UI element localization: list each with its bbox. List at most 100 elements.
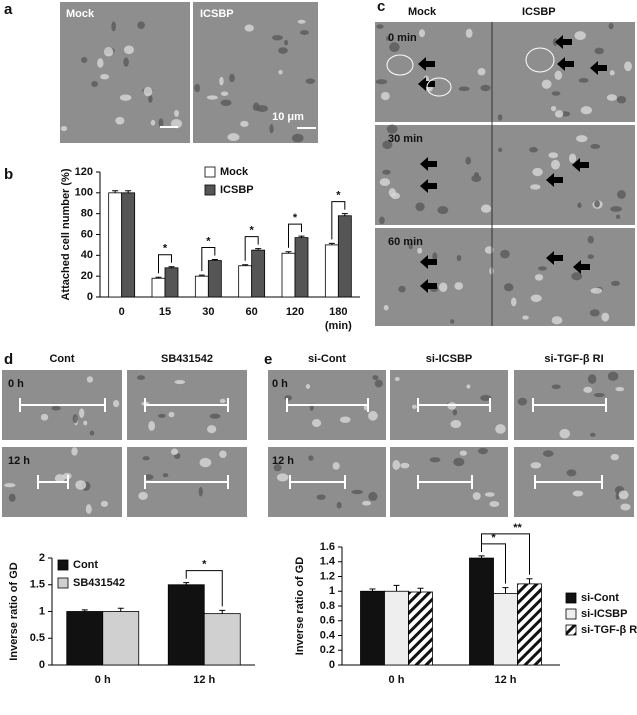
bar [238, 265, 253, 298]
cell [143, 86, 153, 97]
cell [529, 184, 541, 190]
cell [534, 274, 544, 281]
y-axis-label: Inverse ratio of GD [8, 562, 20, 660]
cell [386, 124, 398, 134]
bar [66, 611, 104, 666]
significance-label: * [491, 532, 496, 544]
arrow [418, 57, 435, 71]
cell [54, 474, 65, 483]
cell [517, 397, 528, 406]
cell [85, 504, 92, 514]
cell [551, 316, 563, 325]
cell [209, 413, 221, 419]
x-tick-label: 12 h [494, 674, 516, 686]
cell [219, 450, 227, 458]
cell [559, 428, 571, 439]
legend-swatch [565, 592, 577, 604]
arrow [590, 61, 607, 75]
row-label: 0 h [8, 378, 24, 390]
cell [168, 411, 175, 418]
cell [437, 206, 449, 215]
bar [207, 260, 222, 298]
cell [375, 79, 388, 85]
cell [503, 283, 514, 292]
cell [394, 376, 400, 382]
cell [351, 489, 363, 495]
cell [143, 474, 154, 480]
cell [551, 384, 561, 390]
cell [615, 214, 621, 220]
significance-bracket [481, 533, 530, 575]
column-label: si-Cont [308, 353, 346, 365]
significance-label: * [293, 212, 298, 224]
column-label: Cont [49, 353, 74, 365]
y-tick-label: 60 [81, 228, 93, 240]
cell [382, 169, 391, 175]
cell [617, 190, 626, 199]
cell [60, 125, 68, 132]
cell [111, 21, 116, 32]
cell [537, 266, 547, 271]
cell [432, 252, 438, 261]
cell [332, 462, 340, 470]
cell [578, 78, 589, 83]
cell [587, 235, 594, 244]
cell [368, 411, 378, 421]
row-label: 60 min [388, 236, 423, 248]
cell [530, 462, 542, 469]
error-bar [112, 190, 119, 193]
y-tick-label: 0.6 [320, 615, 335, 627]
bar [108, 192, 123, 298]
cell [368, 491, 378, 501]
significance-label: * [250, 224, 255, 236]
cell [390, 192, 401, 200]
cell [240, 120, 249, 128]
error-bar [341, 213, 348, 216]
cell [392, 460, 401, 470]
cell [608, 22, 614, 30]
error-bar [125, 190, 132, 193]
panel-label: b [4, 166, 13, 183]
cell [142, 456, 150, 461]
cell [206, 425, 217, 434]
cell [480, 84, 491, 92]
cell [417, 247, 423, 254]
cell [615, 492, 620, 500]
outline [386, 54, 414, 76]
legend-swatch [565, 624, 577, 636]
legend-swatch [204, 184, 216, 196]
cell [465, 28, 473, 38]
y-tick-label: 0 [329, 659, 335, 671]
bar [167, 584, 205, 666]
cell [624, 61, 632, 72]
cell [484, 246, 494, 254]
cell [551, 91, 561, 96]
cell [374, 379, 383, 388]
cell [532, 167, 543, 177]
cell [465, 156, 472, 165]
column-label: ICSBP [200, 8, 234, 20]
row-label: 0 min [388, 32, 417, 44]
y-tick-label: 0 [87, 291, 93, 303]
cell [100, 74, 110, 80]
error-bar [168, 266, 175, 268]
error-bar [219, 609, 226, 614]
cell [408, 242, 413, 250]
arrow [572, 158, 589, 172]
cell [199, 457, 212, 468]
cell [568, 153, 577, 164]
cell [97, 58, 104, 68]
bar [337, 215, 352, 298]
cell [8, 493, 16, 502]
cell [148, 420, 155, 431]
cell [554, 110, 564, 118]
cell [590, 432, 596, 437]
cell [554, 70, 563, 80]
cell [276, 473, 289, 482]
cell [229, 73, 235, 83]
cell [580, 106, 593, 115]
bar [294, 237, 309, 298]
cell [40, 413, 49, 421]
cell [170, 118, 183, 129]
x-tick-label: 120 [286, 306, 304, 318]
